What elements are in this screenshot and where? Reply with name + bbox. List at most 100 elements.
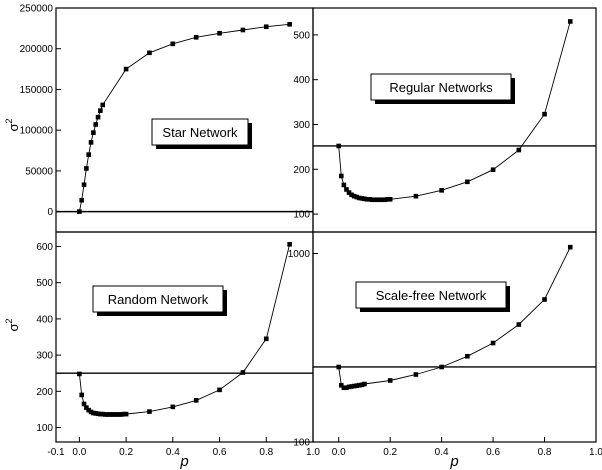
y-tick-label: 400 xyxy=(36,314,53,325)
data-point xyxy=(567,19,573,24)
series-line xyxy=(78,23,290,212)
data-point xyxy=(367,196,372,202)
data-point xyxy=(109,412,115,417)
panel-label: Regular Networks xyxy=(389,80,493,95)
data-point xyxy=(263,336,269,342)
panel-label-box xyxy=(370,73,512,101)
data-point xyxy=(377,197,383,203)
data-point xyxy=(102,412,108,417)
data-point xyxy=(105,412,110,417)
x-tick-label: 1.0 xyxy=(589,447,602,458)
data-point xyxy=(287,242,292,247)
data-point xyxy=(385,196,390,202)
panel-label: Random Network xyxy=(108,292,209,307)
data-point xyxy=(287,21,292,27)
x-axis-label: p xyxy=(449,453,458,470)
data-point xyxy=(91,410,96,416)
y-tick-label: 100000 xyxy=(20,126,54,137)
data-point xyxy=(387,196,393,202)
data-point xyxy=(77,209,82,214)
data-point xyxy=(357,382,362,388)
data-point xyxy=(439,188,444,193)
y-tick-label: 1000 xyxy=(288,249,311,260)
data-point xyxy=(116,412,122,417)
data-point xyxy=(354,383,360,388)
data-point xyxy=(98,108,103,113)
x-tick-label: 0.8 xyxy=(259,447,273,458)
y-tick-label: 400 xyxy=(293,75,310,86)
data-point xyxy=(362,196,367,202)
y-tick-label: 300 xyxy=(36,351,53,362)
data-point xyxy=(86,407,92,413)
panel-bottom-left: 100 200 300 400 500 600 -0.1 0.0 0.2 0.4 0.6 0.8 1.0… xyxy=(4,231,320,470)
x-axis-label: p xyxy=(179,453,188,470)
y-tick-label: 200 xyxy=(36,387,53,398)
data-point xyxy=(439,364,444,370)
panel-label: Star Network xyxy=(162,125,238,140)
data-point xyxy=(100,411,106,417)
x-tick-label: 0.2 xyxy=(383,447,397,458)
y-tick-label: 100 xyxy=(293,210,310,221)
data-point xyxy=(121,411,127,417)
panel-label-box xyxy=(355,281,507,309)
data-point xyxy=(95,411,101,417)
data-point xyxy=(351,383,357,389)
panel-top-right: 100 200 300 400 500 Regular Networks xyxy=(293,7,597,233)
data-point xyxy=(88,409,94,415)
data-point xyxy=(107,412,113,417)
data-point xyxy=(123,411,129,417)
data-point xyxy=(344,187,349,192)
data-point xyxy=(359,196,365,201)
data-point xyxy=(465,353,470,359)
data-point xyxy=(170,41,176,47)
data-point xyxy=(490,167,496,173)
data-point xyxy=(490,340,496,346)
x-tick-label: 0.0 xyxy=(72,447,86,458)
data-point xyxy=(336,143,342,149)
data-point xyxy=(413,372,419,377)
data-point xyxy=(88,140,94,145)
data-point xyxy=(263,24,269,30)
data-point xyxy=(79,197,84,203)
data-point xyxy=(93,411,99,416)
data-point xyxy=(362,381,367,387)
data-point xyxy=(369,197,375,203)
y-tick-label: 200 xyxy=(293,165,310,176)
x-tick-label: 0.8 xyxy=(538,447,552,458)
y-tick-label: 150000 xyxy=(20,85,54,96)
data-point xyxy=(91,130,96,135)
series-line xyxy=(338,21,571,201)
y-tick-label: 300 xyxy=(293,120,310,131)
data-point xyxy=(240,27,246,33)
data-point xyxy=(349,384,354,389)
data-point xyxy=(336,364,342,370)
data-point xyxy=(114,412,120,417)
series-line xyxy=(78,244,291,415)
data-point xyxy=(542,111,547,117)
y-tick-label: 200000 xyxy=(20,44,54,55)
data-point xyxy=(344,385,349,391)
y-tick-label: 100 xyxy=(293,438,310,449)
data-point xyxy=(112,412,117,417)
data-point xyxy=(193,398,199,403)
data-point xyxy=(346,384,352,390)
data-point xyxy=(147,409,152,414)
data-point xyxy=(346,190,352,195)
data-point xyxy=(217,387,222,393)
y-axis-label: σ2 xyxy=(4,318,21,331)
y-tick-label: 0 xyxy=(47,207,53,218)
panel-label-box xyxy=(92,285,224,313)
panel-label-box xyxy=(151,118,249,146)
data-point xyxy=(359,382,365,388)
x-tick-label: 0.6 xyxy=(486,447,500,458)
y-tick-label: 500 xyxy=(293,30,310,41)
x-tick-label: -0.1 xyxy=(47,447,65,458)
data-point xyxy=(357,195,362,201)
data-point xyxy=(516,147,522,153)
data-point xyxy=(349,192,354,198)
data-point xyxy=(98,411,103,417)
y-tick-label: 250000 xyxy=(20,4,54,15)
y-tick-label: 600 xyxy=(36,242,53,253)
x-tick-label: 0.0 xyxy=(332,447,346,458)
y-tick-label: 500 xyxy=(36,278,53,289)
